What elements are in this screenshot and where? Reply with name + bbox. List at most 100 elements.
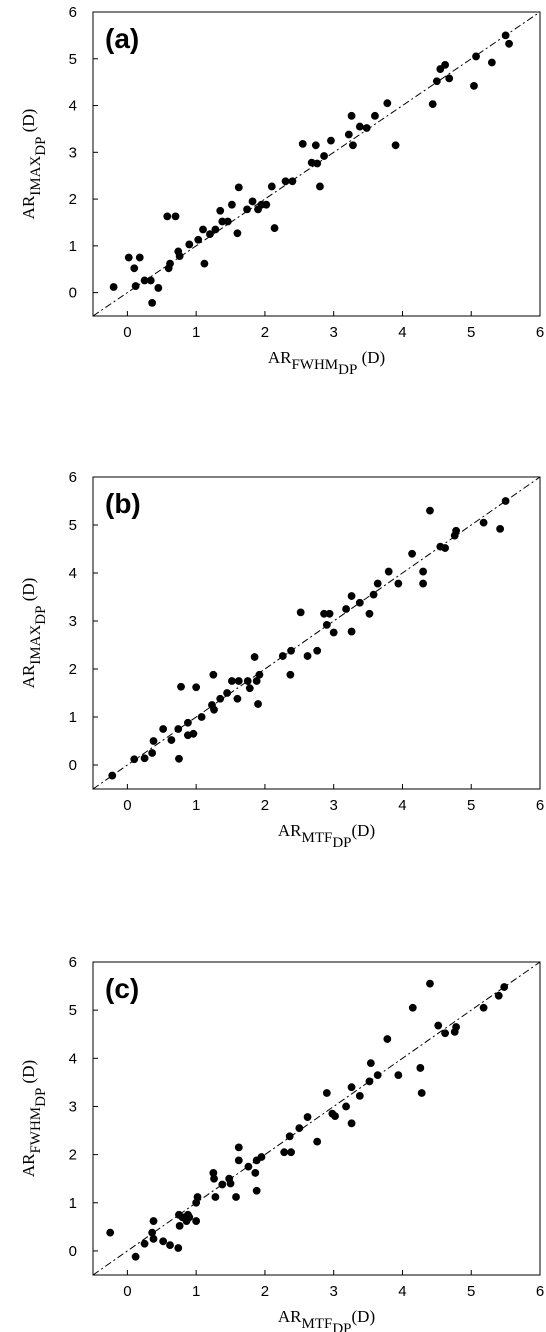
data-point (331, 1112, 339, 1120)
data-point (148, 299, 157, 307)
x-tick-label: 0 (123, 324, 131, 341)
data-point (148, 749, 157, 757)
data-point (472, 52, 480, 61)
data-point (226, 1179, 235, 1188)
data-point (391, 141, 400, 150)
data-point (505, 39, 513, 48)
x-tick-label: 5 (467, 797, 475, 814)
data-point (441, 60, 449, 69)
panel-label: (c) (105, 973, 139, 1004)
x-tick-label: 3 (330, 324, 338, 341)
y-tick-label: 1 (69, 709, 77, 726)
data-point (216, 694, 225, 703)
data-point (313, 646, 322, 655)
data-point (251, 1169, 260, 1177)
data-point (166, 259, 174, 268)
data-point (342, 605, 350, 613)
data-point (257, 1153, 266, 1161)
data-point (366, 1059, 375, 1068)
x-tick-label: 2 (261, 797, 269, 814)
data-point (234, 183, 243, 192)
data-point (288, 177, 297, 186)
data-point (270, 224, 279, 232)
data-point (383, 1035, 392, 1043)
y-tick-label: 3 (69, 613, 77, 630)
data-point (234, 677, 243, 685)
data-point (434, 1021, 443, 1030)
data-point (252, 1186, 261, 1195)
data-point (296, 608, 305, 617)
data-point (210, 705, 218, 714)
data-point (194, 235, 203, 244)
data-point (494, 991, 503, 1000)
data-point (267, 182, 276, 191)
data-point (140, 1239, 149, 1248)
data-point (470, 81, 478, 90)
data-point (197, 713, 206, 721)
data-point (365, 1077, 374, 1086)
data-point (344, 130, 353, 139)
data-point (373, 579, 382, 588)
data-point (479, 1003, 488, 1012)
data-point (174, 1244, 183, 1252)
data-point (199, 225, 207, 234)
y-tick-label: 3 (69, 144, 77, 161)
data-point (250, 653, 259, 661)
panel-label: (a) (105, 23, 139, 54)
data-point (347, 1119, 356, 1128)
plot-frame (92, 11, 541, 317)
data-point (218, 217, 227, 226)
data-point (325, 609, 334, 618)
x-tick-label: 0 (123, 797, 131, 814)
data-point (163, 212, 172, 221)
x-tick-label: 6 (536, 797, 544, 814)
data-point (166, 1241, 174, 1250)
data-point (349, 141, 357, 150)
data-point (228, 677, 236, 685)
data-point (408, 549, 416, 558)
data-point (243, 677, 252, 685)
plot-frame (92, 476, 541, 790)
data-point (355, 122, 364, 131)
data-point (211, 225, 220, 234)
data-point (262, 200, 271, 209)
data-point (131, 282, 140, 290)
data-point (316, 182, 324, 191)
y-tick-label: 0 (69, 757, 77, 774)
data-point (175, 754, 183, 763)
data-point (148, 1228, 157, 1237)
x-tick-label: 5 (467, 1283, 475, 1300)
data-point (501, 31, 510, 40)
data-point (496, 524, 505, 533)
data-point (243, 205, 251, 214)
x-tick-label: 2 (261, 1283, 269, 1300)
data-point (177, 682, 185, 691)
data-point (287, 1148, 295, 1157)
data-point (416, 1064, 425, 1072)
x-tick-label: 6 (536, 324, 544, 341)
data-point (135, 253, 144, 262)
y-tick-label: 5 (69, 1002, 77, 1019)
data-point (193, 1193, 202, 1201)
x-axis-label: ARMTFDP(D) (278, 821, 375, 851)
data-point (419, 579, 427, 588)
y-tick-label: 4 (69, 98, 77, 115)
data-point (209, 670, 218, 679)
scatter-panel-2: 0 1 2 3 4 5 6 0 1 2 3 4 5 6 (b) ARMTFDP(D) ARIMAXDP (D) (19, 469, 544, 851)
x-tick-label: 5 (467, 324, 475, 341)
data-point (373, 1071, 382, 1080)
data-point (175, 252, 184, 261)
data-point (200, 259, 209, 268)
data-point (185, 1213, 194, 1222)
y-tick-label: 2 (69, 661, 77, 678)
data-point (280, 1148, 289, 1157)
data-point (329, 628, 338, 637)
data-point (362, 124, 371, 132)
data-point (426, 506, 434, 515)
data-point (106, 1228, 115, 1237)
data-point (184, 718, 192, 727)
y-axis-label: ARIMAXDP (D) (19, 578, 49, 689)
data-point (347, 592, 356, 600)
data-point (175, 1221, 184, 1230)
